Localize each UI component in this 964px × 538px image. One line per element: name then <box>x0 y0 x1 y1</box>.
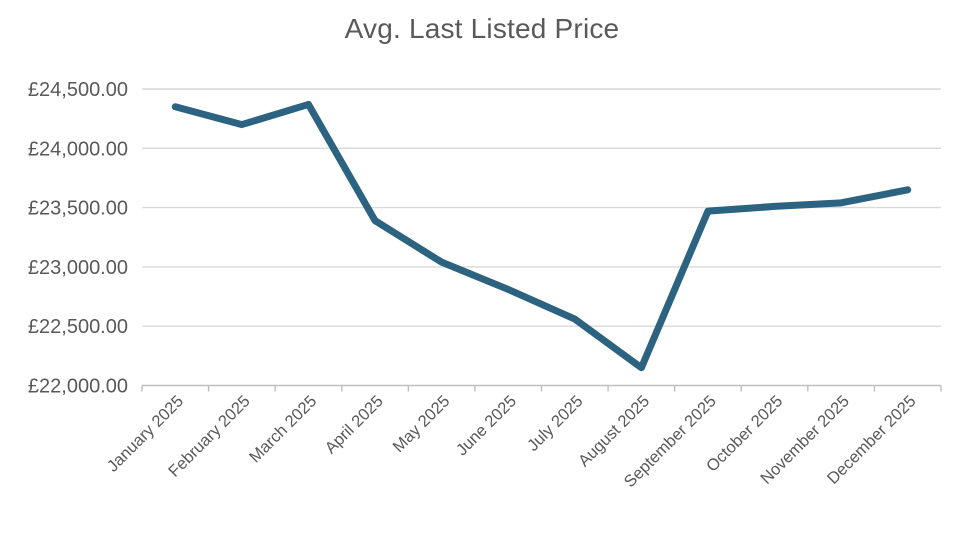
x-axis-tick-label: May 2025 <box>389 392 453 456</box>
y-axis-tick-label: £23,500.00 <box>28 198 128 220</box>
x-axis-tick-label: March 2025 <box>246 392 320 466</box>
y-axis-tick-label: £23,000.00 <box>28 257 128 279</box>
price-line-series <box>171 100 912 372</box>
x-axis-tick-label: June 2025 <box>453 392 520 459</box>
y-axis-tick-label: £24,500.00 <box>28 79 128 101</box>
x-axis-tick-label: July 2025 <box>524 392 587 455</box>
y-axis-tick-label: £22,000.00 <box>28 376 128 398</box>
y-axis-tick-label: £24,000.00 <box>28 138 128 160</box>
chart-title: Avg. Last Listed Price <box>344 13 620 44</box>
y-axis-tick-label: £22,500.00 <box>28 316 128 338</box>
x-axis-tick-label: April 2025 <box>322 392 387 457</box>
